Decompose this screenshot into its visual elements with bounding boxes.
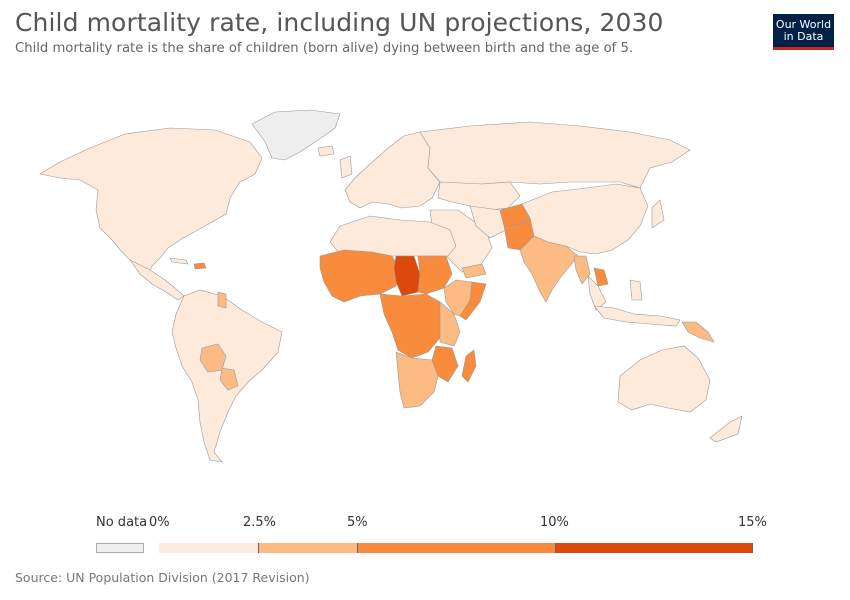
region-china[interactable] [521,183,649,255]
region-europe[interactable] [344,131,441,209]
region-indonesia[interactable] [593,305,681,327]
region-central-africa[interactable] [379,293,447,359]
source-note[interactable]: Source: UN Population Division (2017 Rev… [15,570,310,585]
region-philippines[interactable] [629,279,643,301]
legend-no-data-label: No data [96,515,148,530]
region-madagascar[interactable] [461,349,477,383]
legend-no-data-swatch [96,543,144,553]
chart-subtitle: Child mortality rate is the share of chi… [15,41,634,56]
legend-tick-10 [555,543,556,553]
legend-bin-0-2.5 [159,543,258,553]
region-west-africa[interactable] [319,249,401,303]
region-new-zealand[interactable] [709,415,743,443]
legend-tick-2.5 [258,543,259,553]
legend-bin-2.5-5 [258,543,357,553]
legend-tick-5 [357,543,358,553]
region-central-america[interactable] [129,259,185,301]
region-myanmar[interactable] [573,255,591,285]
legend-bin-5-10 [357,543,555,553]
region-haiti[interactable] [193,262,207,270]
region-iran[interactable] [469,205,507,239]
region-somalia[interactable] [459,281,487,321]
region-caribbean[interactable] [169,257,189,265]
logo-line-1: Our World [775,18,832,31]
legend-tick-label-1: 2.5% [243,515,277,530]
legend-tick-15 [752,543,753,553]
region-guyana[interactable] [217,291,227,309]
region-sudan[interactable] [417,255,453,295]
region-russia[interactable] [419,121,691,189]
legend-bin-10-15 [555,543,753,553]
region-laos-cambodia[interactable] [593,267,609,287]
region-yemen[interactable] [461,263,487,279]
region-southern-africa[interactable] [395,351,439,409]
region-central-asia[interactable] [437,181,521,211]
region-afghanistan[interactable] [499,203,531,227]
legend-tick-label-4: 15% [738,515,767,530]
region-papua-new-guinea[interactable] [681,321,715,343]
region-se-asia[interactable] [587,275,607,311]
legend-tick-label-2: 5% [347,515,368,530]
region-japan[interactable] [651,199,665,229]
owid-logo[interactable]: Our World in Data [773,14,834,50]
legend-tick-label-3: 10% [540,515,569,530]
region-chad[interactable] [393,255,421,297]
region-iceland[interactable] [317,145,335,157]
region-australia[interactable] [617,345,711,413]
world-map[interactable] [0,70,850,470]
legend-tick-label-0: 0% [149,515,170,530]
logo-line-2: in Data [783,30,824,43]
region-paraguay[interactable] [219,367,239,391]
region-greenland[interactable] [251,109,341,161]
region-east-africa[interactable] [439,301,461,347]
region-north-america[interactable] [39,127,263,277]
region-uk[interactable] [339,155,353,179]
chart-title: Child mortality rate, including UN proje… [15,8,664,37]
